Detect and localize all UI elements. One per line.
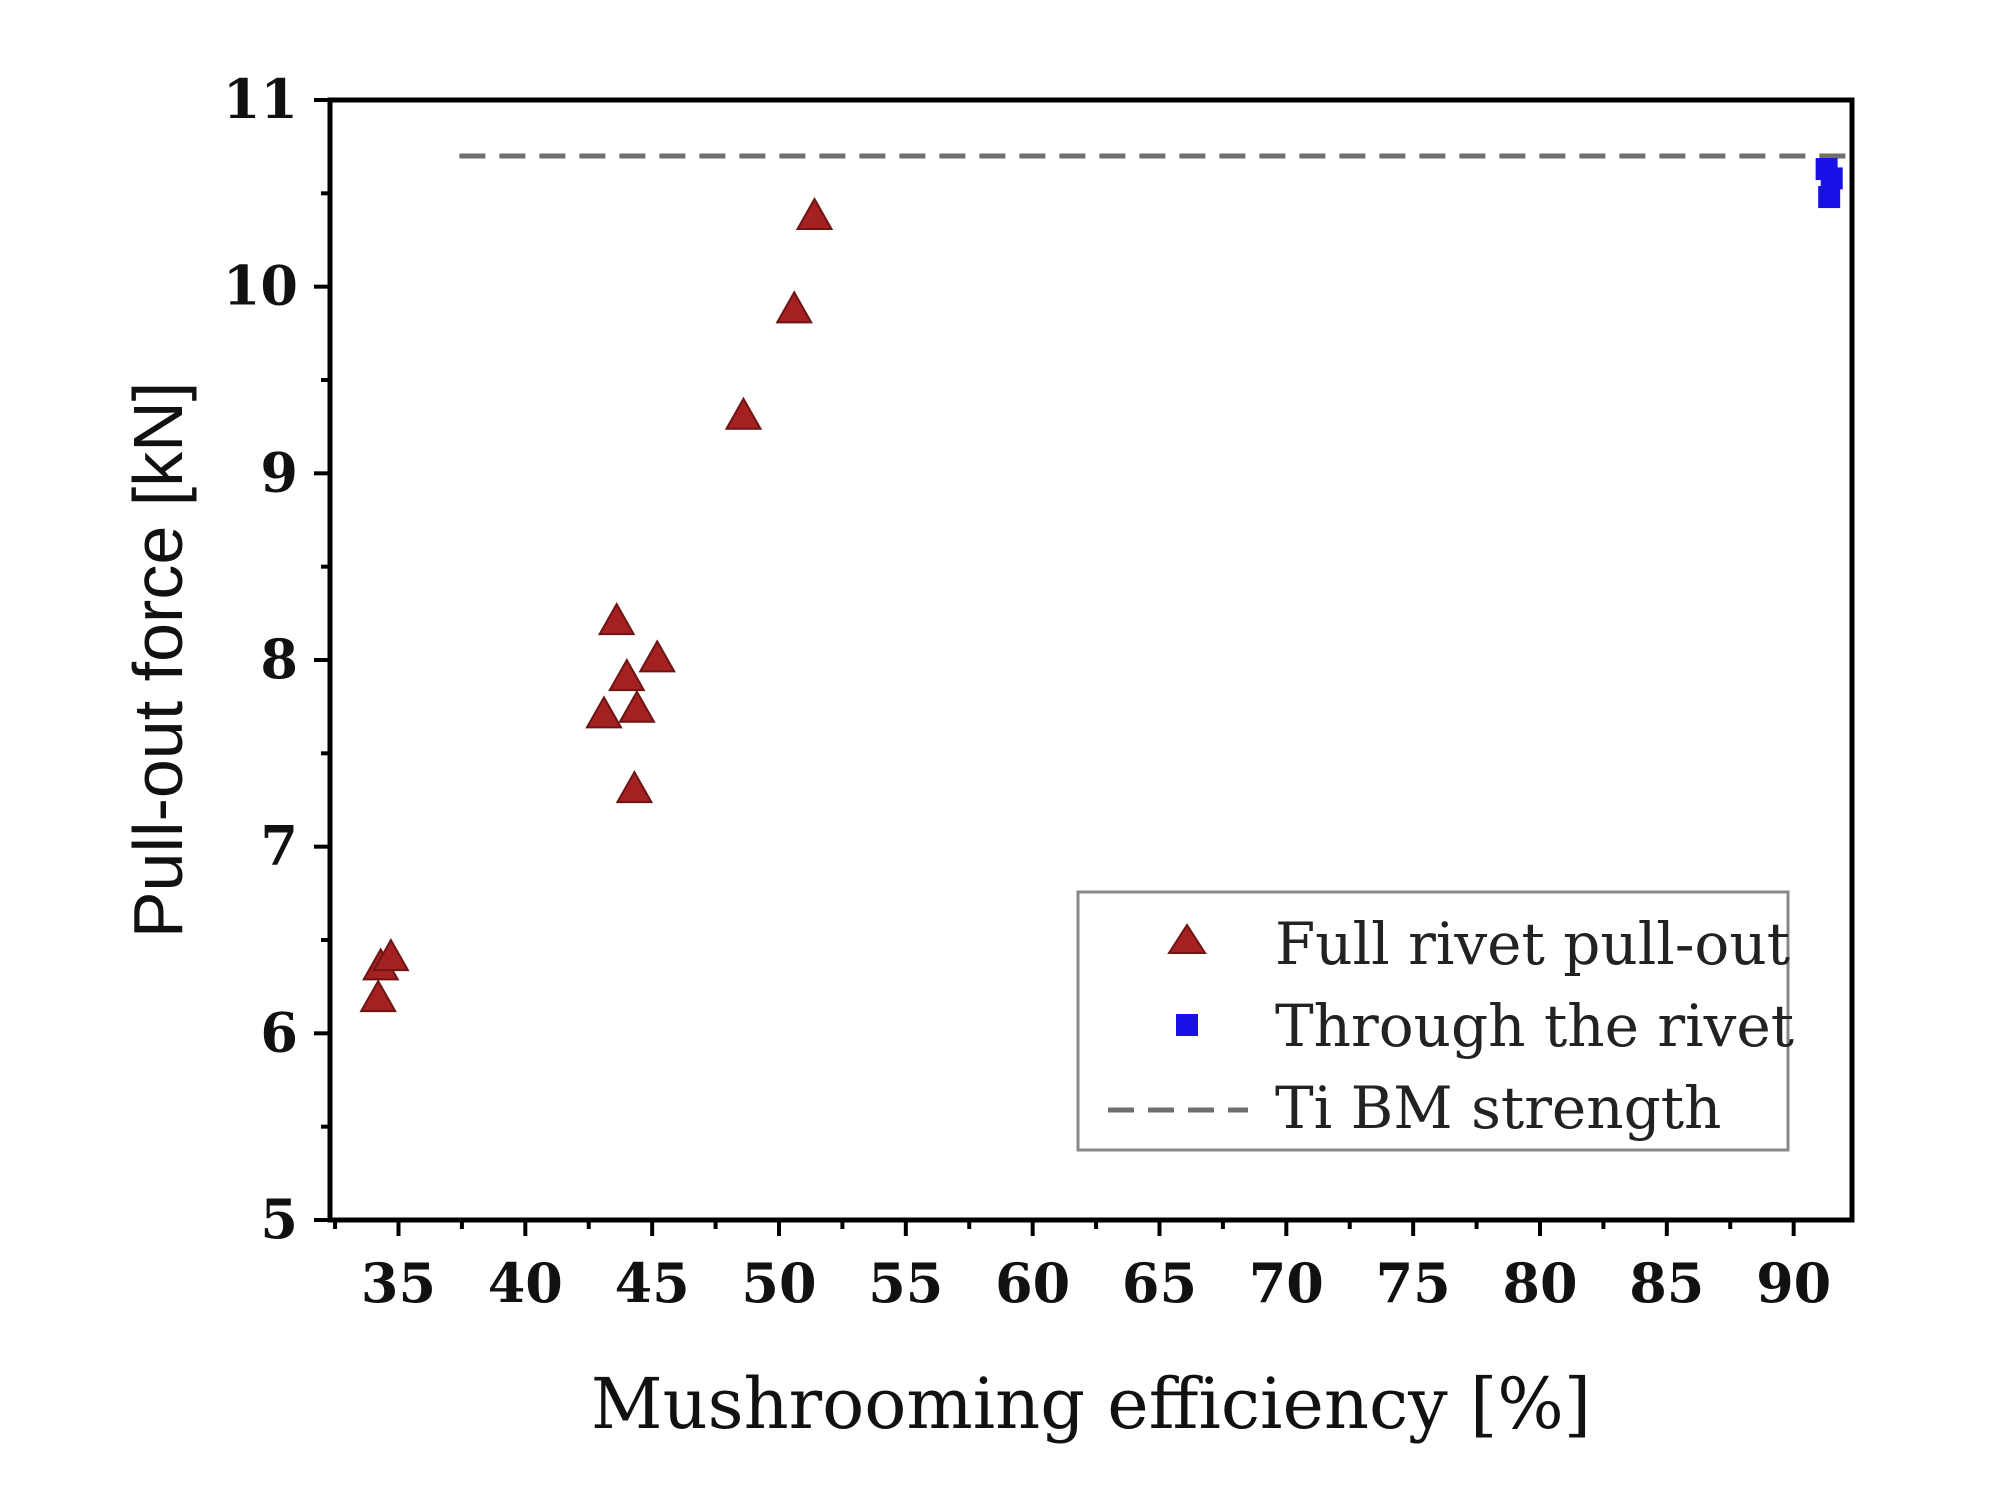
full-rivet-point — [775, 290, 813, 324]
legend-square-marker — [1176, 1014, 1198, 1036]
full-rivet-point — [618, 689, 656, 723]
full-rivet-point — [724, 396, 763, 430]
full-rivet-point — [585, 695, 623, 729]
x-tick-label: 60 — [995, 1251, 1070, 1315]
through-rivet-point — [1820, 167, 1843, 190]
full-rivet-point — [359, 979, 397, 1013]
full-rivet-point — [795, 196, 834, 230]
x-tick-label: 45 — [615, 1251, 690, 1315]
y-tick-label: 5 — [260, 1187, 298, 1251]
full-rivet-point — [638, 639, 676, 673]
legend-triangle-marker — [1167, 923, 1207, 954]
legend-label-full-rivet: Full rivet pull-out — [1275, 910, 1790, 978]
x-tick-label: 40 — [488, 1251, 563, 1315]
full-rivet-point — [608, 658, 646, 692]
x-tick-label: 65 — [1122, 1251, 1197, 1315]
full-rivet-point — [372, 938, 410, 972]
y-axis-label: Pull-out force [kN] — [119, 382, 197, 938]
plot-frame — [327, 97, 1855, 1223]
x-axis-label: Mushrooming efficiency [%] — [591, 1363, 1591, 1445]
x-tick-label: 70 — [1249, 1251, 1324, 1315]
y-tick-label: 10 — [223, 254, 298, 318]
y-tick-label: 8 — [260, 627, 298, 691]
y-tick-label: 6 — [260, 1000, 298, 1064]
legend: Full rivet pull-out Through the rivet Ti… — [1076, 890, 1794, 1152]
full-rivet-point — [615, 770, 654, 804]
legend-label-ti-bm-strength: Ti BM strength — [1275, 1074, 1721, 1142]
full-rivet-point — [597, 602, 636, 636]
legend-label-through-rivet: Through the rivet — [1275, 992, 1794, 1060]
y-tick-label: 9 — [260, 440, 298, 504]
x-tick-label: 85 — [1629, 1251, 1704, 1315]
through-rivet-point — [1818, 186, 1841, 209]
y-tick-label: 11 — [223, 67, 298, 131]
y-tick-label: 7 — [260, 814, 298, 878]
x-tick-label: 50 — [741, 1251, 816, 1315]
x-tick-label: 35 — [361, 1251, 436, 1315]
x-tick-label: 80 — [1502, 1251, 1577, 1315]
x-tick-label: 90 — [1756, 1251, 1831, 1315]
x-tick-label: 55 — [868, 1251, 943, 1315]
x-tick-label: 75 — [1376, 1251, 1451, 1315]
